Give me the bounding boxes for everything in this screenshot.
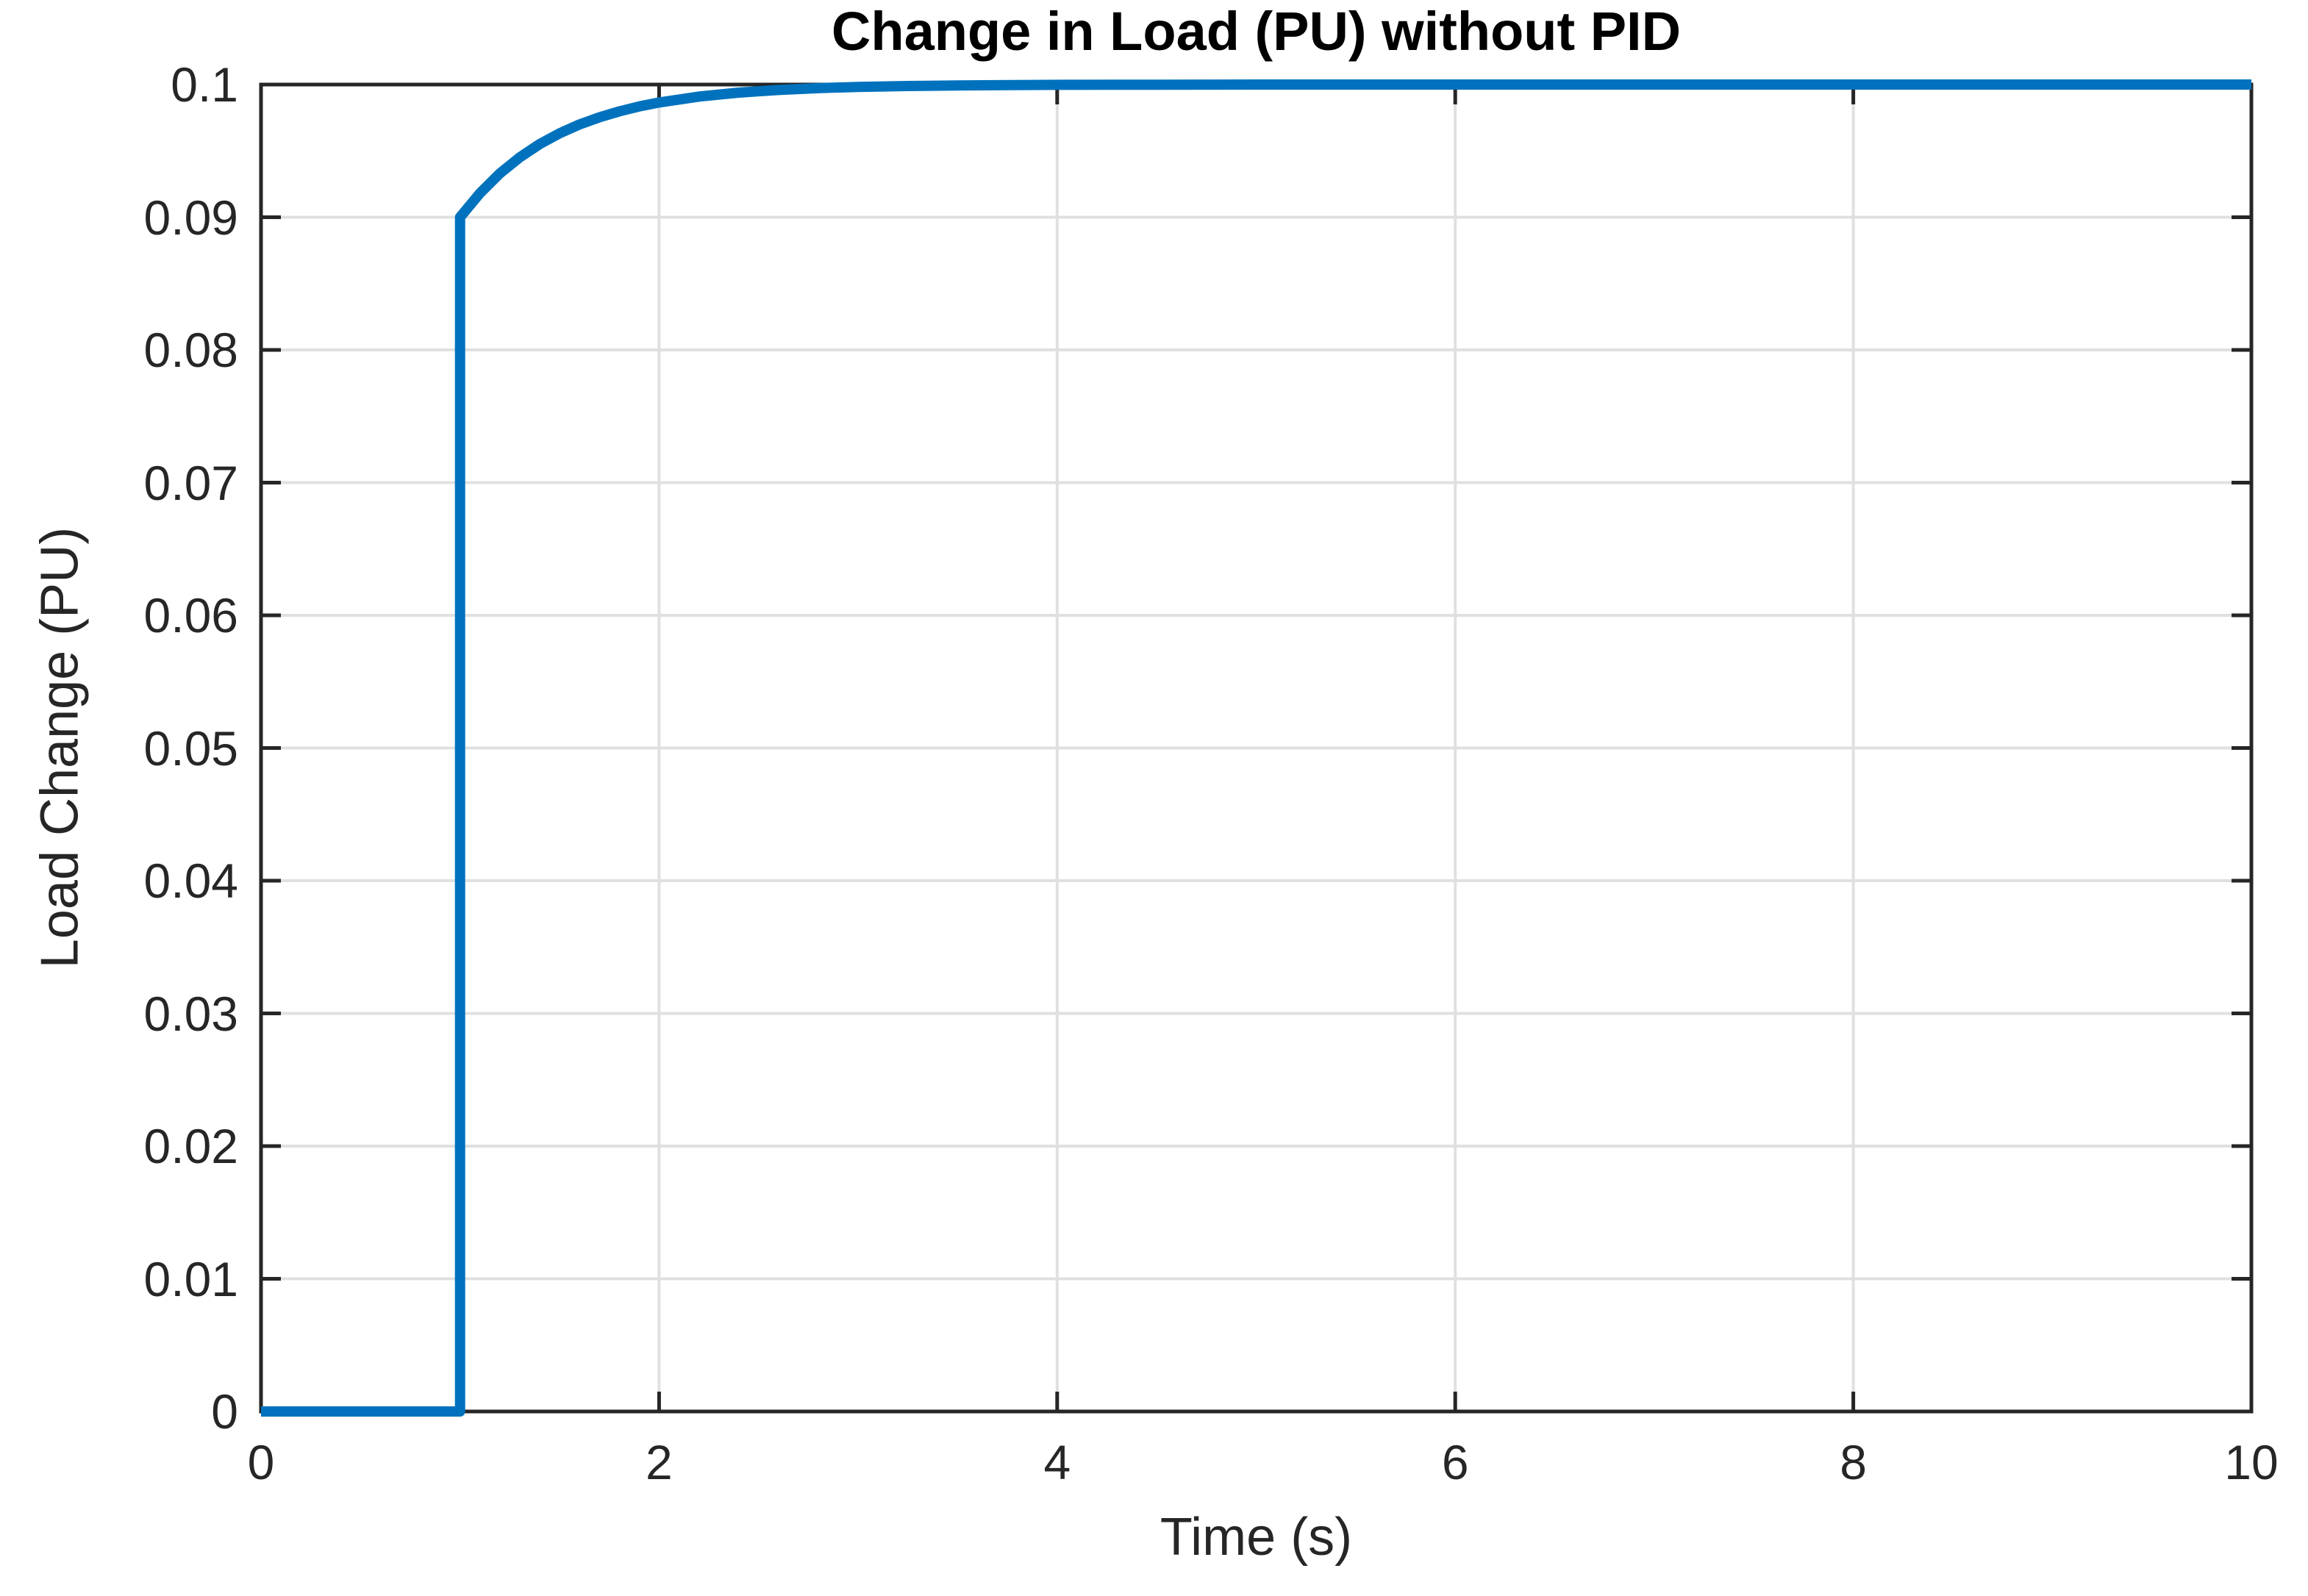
y-tick-label: 0.02 [143,1119,238,1173]
x-tick-label: 2 [646,1435,673,1489]
x-tick-label: 10 [2224,1435,2279,1489]
x-tick-label: 6 [1441,1435,1469,1489]
y-tick-label: 0.07 [143,455,238,510]
gridlines [260,83,2253,1413]
y-tick-label: 0.01 [143,1251,238,1306]
y-tick-label: 0.1 [171,57,238,112]
y-tick-label: 0.04 [143,854,238,908]
y-tick-label: 0.05 [143,720,238,776]
y-tick-label: 0 [211,1384,238,1439]
y-tick-label: 0.09 [143,190,238,245]
x-tick-label: 0 [247,1435,275,1489]
x-axis-label: Time (s) [1160,1508,1353,1567]
y-tick-label: 0.06 [143,588,238,643]
series-line-load-change [261,79,2251,1417]
y-tick-label: 0.03 [143,986,238,1041]
x-tick-label: 4 [1043,1435,1071,1489]
x-tick-label: 8 [1840,1435,1867,1489]
y-tick-label: 0.08 [143,323,238,377]
chart-title: Change in Load (PU) without PID [831,1,1682,62]
